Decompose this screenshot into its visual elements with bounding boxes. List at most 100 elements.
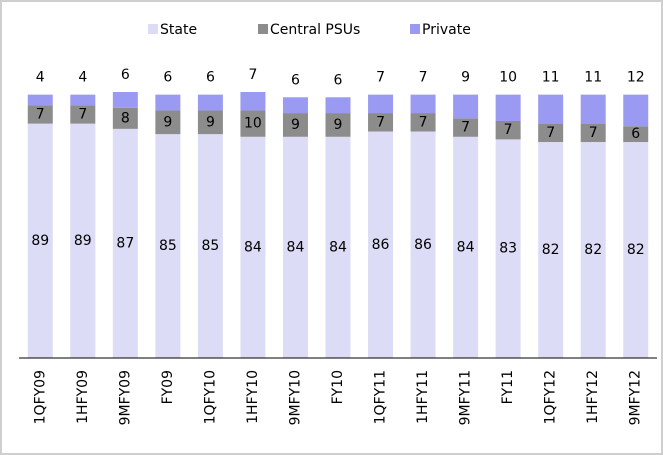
data-label: 83 bbox=[499, 241, 517, 257]
bar-segment bbox=[495, 139, 521, 358]
data-label: 84 bbox=[244, 239, 262, 255]
x-tick-label: 9MFY10 bbox=[287, 370, 303, 425]
bar-segment bbox=[495, 120, 521, 140]
bar-segment bbox=[155, 94, 181, 111]
data-label: 9 bbox=[206, 114, 215, 130]
data-label: 7 bbox=[461, 120, 470, 136]
data-label: 7 bbox=[504, 122, 513, 138]
data-label: 7 bbox=[36, 106, 45, 122]
data-label: 86 bbox=[372, 237, 390, 253]
bar-segment bbox=[410, 131, 436, 358]
data-label: 11 bbox=[542, 70, 560, 86]
data-label: 6 bbox=[206, 70, 215, 86]
bar-segment bbox=[197, 134, 223, 358]
bar-segment bbox=[197, 94, 223, 111]
data-label: 84 bbox=[329, 239, 347, 255]
bar-segment bbox=[27, 123, 53, 358]
x-tick-label: 1QFY10 bbox=[202, 370, 218, 424]
data-label: 9 bbox=[163, 114, 172, 130]
data-label: 7 bbox=[78, 106, 87, 122]
bar-segment bbox=[112, 92, 138, 108]
data-label: 7 bbox=[546, 125, 555, 141]
bar-segment bbox=[410, 113, 436, 132]
bar-segment bbox=[27, 94, 53, 106]
data-label: 84 bbox=[457, 239, 475, 255]
x-tick-label: 1QFY11 bbox=[373, 370, 389, 424]
data-label: 6 bbox=[291, 72, 300, 88]
legend-swatch bbox=[410, 24, 420, 34]
data-label: 6 bbox=[631, 126, 640, 142]
data-label: 9 bbox=[334, 117, 343, 133]
bar-segment bbox=[197, 110, 223, 135]
data-label: 85 bbox=[159, 238, 177, 254]
data-label: 8 bbox=[121, 110, 130, 126]
bar-segment bbox=[112, 128, 138, 358]
bar-segment bbox=[623, 142, 649, 358]
data-label: 7 bbox=[248, 67, 257, 83]
bar-segment bbox=[70, 105, 96, 124]
bar-segment bbox=[27, 105, 53, 124]
data-label: 82 bbox=[584, 242, 602, 258]
data-label: 4 bbox=[78, 70, 87, 86]
x-tick-label: FY11 bbox=[500, 370, 516, 404]
data-label: 7 bbox=[589, 125, 598, 141]
bar-segment bbox=[580, 94, 606, 124]
data-label: 10 bbox=[244, 116, 262, 132]
bar-segment bbox=[623, 94, 649, 127]
legend-label: Central PSUs bbox=[270, 22, 360, 38]
x-tick-label: 1QFY12 bbox=[543, 370, 559, 424]
data-label: 84 bbox=[287, 239, 305, 255]
data-label: 89 bbox=[74, 233, 92, 249]
bar-segment bbox=[623, 126, 649, 143]
bar-segment bbox=[112, 107, 138, 129]
data-label: 82 bbox=[627, 242, 645, 258]
bar-segment bbox=[155, 134, 181, 358]
bar-segment bbox=[282, 97, 308, 114]
legend-label: State bbox=[160, 22, 197, 38]
bar-segment bbox=[453, 136, 479, 358]
bar-segment bbox=[240, 136, 266, 358]
data-label: 12 bbox=[627, 70, 645, 86]
data-label: 89 bbox=[31, 233, 49, 249]
bar-segment bbox=[453, 118, 479, 137]
bar-segment bbox=[325, 97, 351, 114]
bar-segment bbox=[538, 123, 564, 143]
x-tick-label: 1HFY09 bbox=[75, 370, 91, 424]
x-tick-label: 9MFY11 bbox=[458, 370, 474, 425]
bar-segment bbox=[495, 94, 521, 121]
bar-segment bbox=[453, 94, 479, 119]
data-label: 86 bbox=[414, 237, 432, 253]
bar-segment bbox=[410, 94, 436, 114]
data-label: 7 bbox=[419, 70, 428, 86]
x-tick-label: 1HFY11 bbox=[415, 370, 431, 424]
bar-segment bbox=[325, 113, 351, 137]
data-label: 4 bbox=[36, 70, 45, 86]
data-label: 6 bbox=[163, 70, 172, 86]
data-label: 85 bbox=[201, 238, 219, 254]
data-label: 11 bbox=[584, 70, 602, 86]
x-tick-label: 9MFY09 bbox=[117, 370, 133, 425]
bar-segment bbox=[580, 123, 606, 143]
bar-segment bbox=[538, 142, 564, 358]
data-label: 7 bbox=[419, 114, 428, 130]
x-tick-label: FY10 bbox=[330, 370, 346, 404]
bar-segment bbox=[70, 94, 96, 106]
bar-segment bbox=[325, 136, 351, 358]
legend-label: Private bbox=[422, 22, 471, 38]
bar-segment bbox=[282, 113, 308, 137]
legend-swatch bbox=[148, 24, 158, 34]
x-tick-label: 1HFY12 bbox=[585, 370, 601, 424]
data-label: 9 bbox=[291, 117, 300, 133]
bar-segment bbox=[538, 94, 564, 124]
data-label: 7 bbox=[376, 114, 385, 130]
bar-segment bbox=[240, 92, 266, 111]
x-tick-label: FY09 bbox=[160, 370, 176, 404]
data-label: 6 bbox=[334, 72, 343, 88]
bar-segment bbox=[368, 131, 394, 358]
legend-swatch bbox=[258, 24, 268, 34]
bar-segment bbox=[580, 142, 606, 358]
data-label: 82 bbox=[542, 242, 560, 258]
data-label: 6 bbox=[121, 67, 130, 83]
data-label: 9 bbox=[461, 70, 470, 86]
